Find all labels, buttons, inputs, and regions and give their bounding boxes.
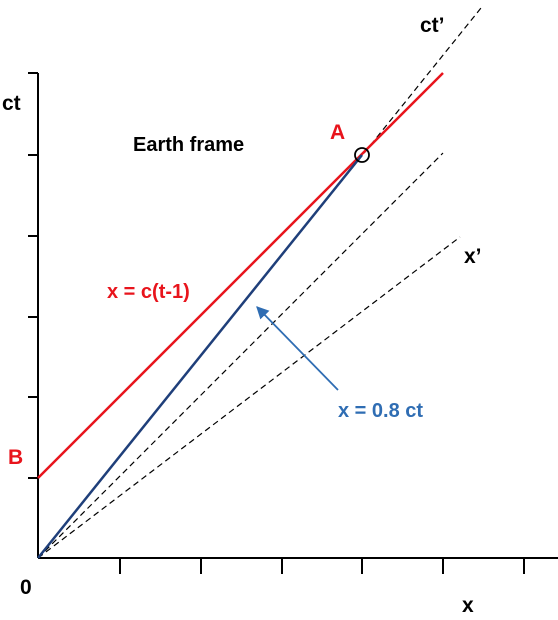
origin-label: 0 <box>20 576 32 599</box>
x-axis-label: x <box>462 594 474 617</box>
blue-worldline <box>37 154 363 559</box>
x-prime-label: x’ <box>464 245 482 268</box>
point-a-label: A <box>330 121 345 144</box>
red-worldline <box>37 72 444 479</box>
point-b-label: B <box>8 446 23 469</box>
frame-label: Earth frame <box>133 134 244 156</box>
ct-axis-label: ct <box>2 92 21 115</box>
event-a-marker <box>354 147 370 163</box>
red-line-equation: x = c(t-1) <box>107 281 190 303</box>
x-prime-axis-line <box>37 236 461 559</box>
ct-prime-label: ct’ <box>420 14 445 37</box>
arrow-pointer <box>256 306 339 391</box>
ct-axis-ticks <box>28 72 38 479</box>
blue-line-equation: x = 0.8 ct <box>338 400 423 422</box>
light-line <box>37 152 444 559</box>
x-axis-ticks <box>119 558 525 574</box>
